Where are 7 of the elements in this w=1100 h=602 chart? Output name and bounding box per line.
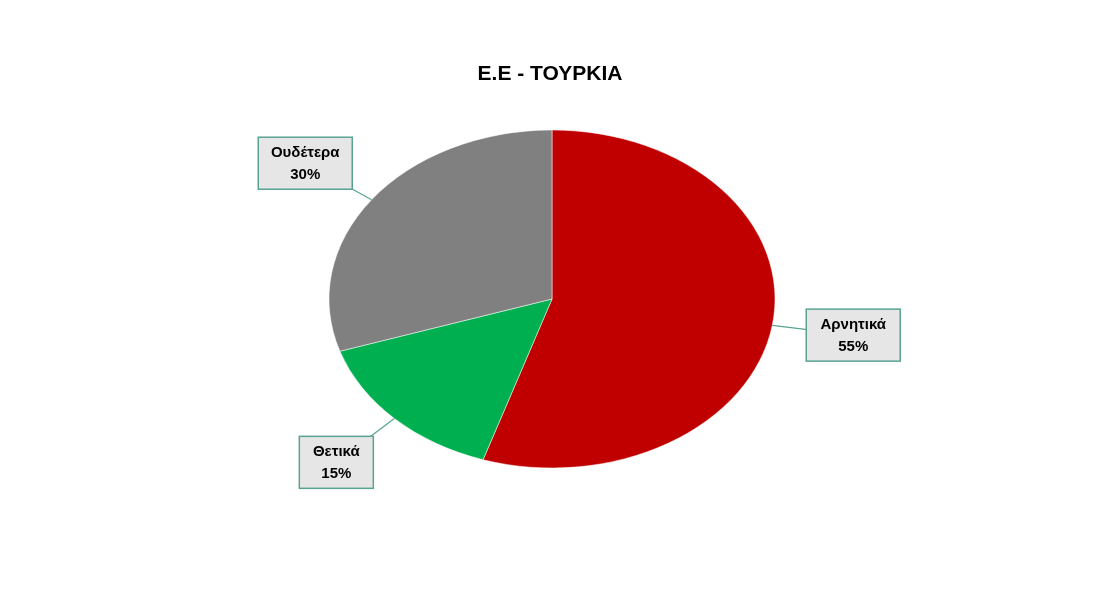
slice-label: Θετικά: [312, 442, 361, 460]
slice-label: Ουδέτερα: [270, 143, 341, 161]
data-label: 30%: [290, 165, 321, 183]
data-label: 15%: [321, 464, 352, 482]
chart-title: Ε.Ε - ΤΟΥΡΚΙΑ: [477, 61, 623, 84]
slice-label: Αρνητικά: [820, 315, 887, 333]
data-label: 55%: [838, 337, 869, 355]
